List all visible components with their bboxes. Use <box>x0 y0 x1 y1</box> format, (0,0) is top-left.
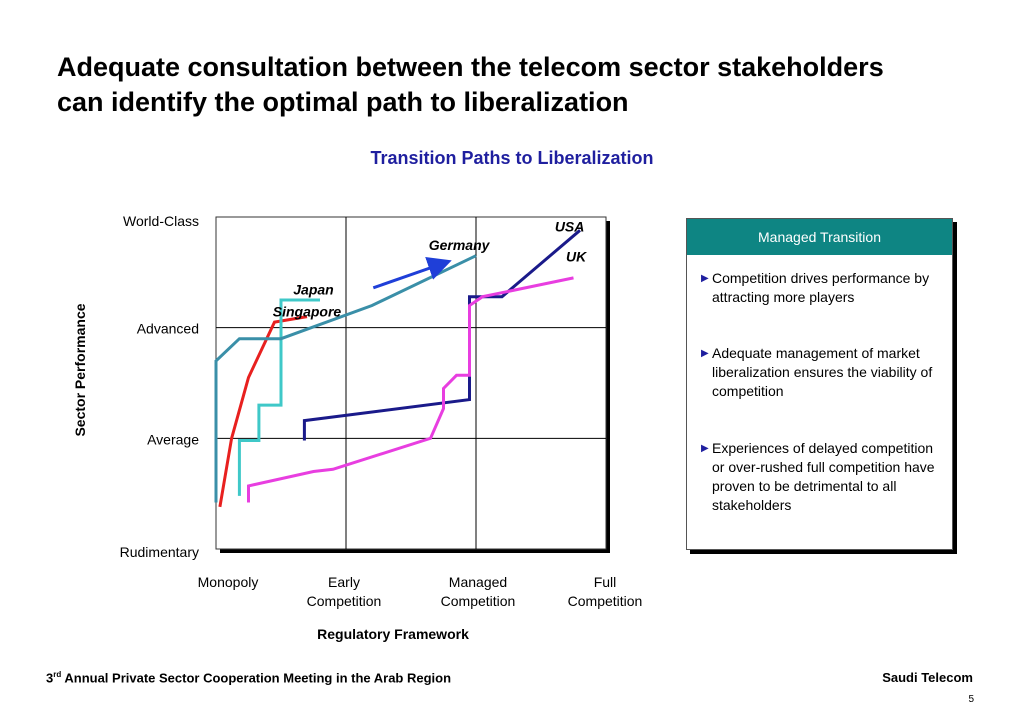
managed-transition-panel: Managed Transition ▶ Competition drives … <box>686 218 953 550</box>
panel-bullets: ▶ Competition drives performance by attr… <box>687 269 952 515</box>
series-annotation: Singapore <box>273 304 342 320</box>
footer-event-text: Annual Private Sector Cooperation Meetin… <box>61 670 452 686</box>
bullet-text: Competition drives performance by attrac… <box>712 270 930 305</box>
series-line-uk <box>247 276 574 503</box>
y-tick-label: Average <box>147 431 199 447</box>
title-line-2: can identify the optimal path to liberal… <box>57 87 629 117</box>
footer-ordinal-suffix: rd <box>53 670 62 679</box>
y-tick-label: World-Class <box>123 213 199 229</box>
series-line-singapore <box>237 298 320 496</box>
series-annotation: Japan <box>293 281 333 297</box>
y-axis-label: Sector Performance <box>72 303 88 436</box>
series-annotation: USA <box>555 218 585 234</box>
series-annotation: UK <box>566 248 587 264</box>
x-tick-label: Full <box>594 574 617 590</box>
slide-title: Adequate consultation between the teleco… <box>57 50 977 120</box>
series-line-germany <box>214 254 477 503</box>
x-tick-label: Competition <box>307 593 382 609</box>
panel-header: Managed Transition <box>687 219 952 255</box>
bullet-text: Experiences of delayed competition or ov… <box>712 440 935 513</box>
title-line-1: Adequate consultation between the teleco… <box>57 52 884 82</box>
series-annotation: Germany <box>429 237 491 253</box>
bullet-item: ▶ Competition drives performance by attr… <box>701 269 940 307</box>
x-tick-label: Early <box>328 574 360 590</box>
x-tick-label: Managed <box>449 574 507 590</box>
chart-title: Transition Paths to Liberalization <box>370 148 654 168</box>
x-tick-label: Competition <box>441 593 516 609</box>
plot-frame <box>215 216 607 550</box>
y-tick-label: Rudimentary <box>120 544 199 560</box>
series-line-japan <box>218 315 308 508</box>
x-axis-label: Regulatory Framework <box>317 626 469 642</box>
footer-company: Saudi Telecom <box>882 670 973 685</box>
footer-event: 3rd Annual Private Sector Cooperation Me… <box>46 670 451 685</box>
footer-ordinal: 3 <box>46 670 54 686</box>
page-number: 5 <box>968 694 974 705</box>
bullet-item: ▶ Adequate management of market liberali… <box>701 344 940 401</box>
bullet-arrow-icon: ▶ <box>701 273 709 284</box>
transition-arrow <box>372 256 452 290</box>
bullet-arrow-icon: ▶ <box>701 348 709 359</box>
y-tick-label: Advanced <box>137 321 199 337</box>
x-tick-label: Monopoly <box>198 574 259 590</box>
bullet-arrow-icon: ▶ <box>701 443 709 454</box>
bullet-text: Adequate management of market liberaliza… <box>712 345 933 399</box>
x-tick-label: Competition <box>568 593 643 609</box>
bullet-item: ▶ Experiences of delayed competition or … <box>701 439 940 515</box>
